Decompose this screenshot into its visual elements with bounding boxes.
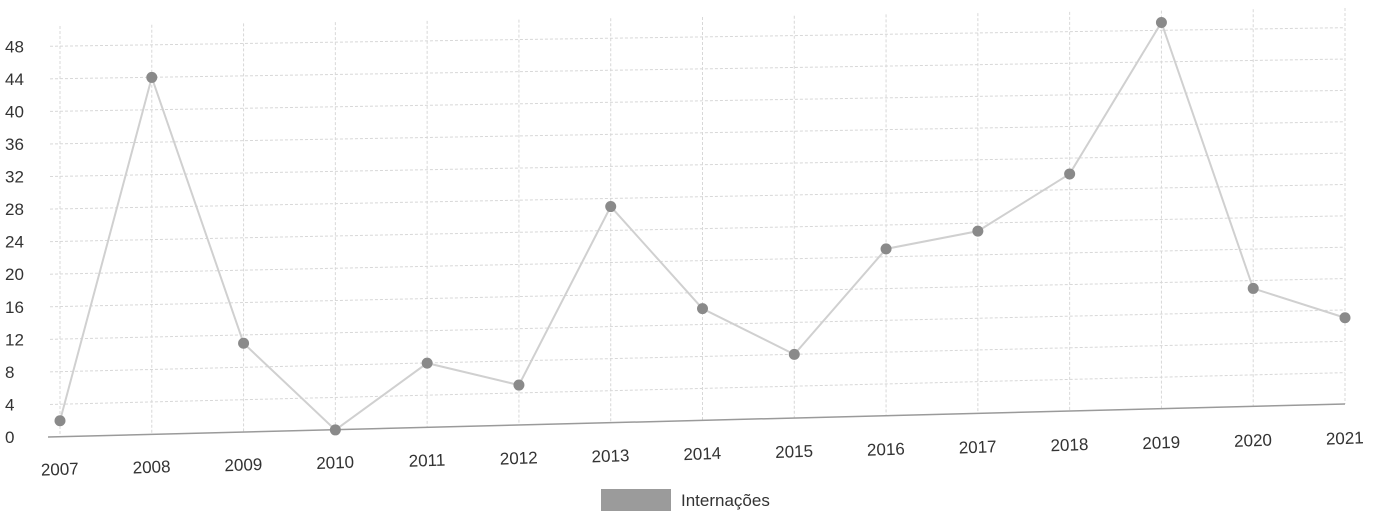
x-tick-label: 2008 xyxy=(132,457,170,477)
y-tick-label: 8 xyxy=(5,363,14,382)
data-point xyxy=(54,415,66,427)
data-point xyxy=(329,424,341,436)
legend-swatch xyxy=(601,489,671,511)
legend-label: Internações xyxy=(681,491,770,510)
data-point xyxy=(1339,312,1351,324)
x-axis-line xyxy=(47,403,1346,438)
data-point xyxy=(513,379,525,391)
data-point xyxy=(146,71,158,83)
x-tick-label: 2009 xyxy=(224,455,262,475)
x-tick-label: 2018 xyxy=(1050,435,1088,455)
grid-line-h xyxy=(49,278,1346,308)
y-tick-label: 48 xyxy=(5,37,24,56)
grid-line-h xyxy=(49,309,1346,340)
series xyxy=(54,16,1351,436)
y-tick-label: 36 xyxy=(5,135,24,154)
x-tick-label: 2010 xyxy=(316,453,354,473)
grid-line-h xyxy=(49,246,1346,275)
x-tick-label: 2007 xyxy=(41,459,79,479)
data-point xyxy=(788,348,800,360)
x-tick-label: 2021 xyxy=(1326,428,1364,448)
y-tick-label: 0 xyxy=(5,428,14,447)
data-point xyxy=(1064,168,1076,180)
y-tick-label: 20 xyxy=(5,265,24,284)
axes xyxy=(47,403,1346,438)
y-tick-label: 12 xyxy=(5,330,24,349)
grid-line-h xyxy=(49,58,1346,80)
y-tick-label: 16 xyxy=(5,298,24,317)
grid-line-h xyxy=(49,183,1346,210)
grid-line-h xyxy=(49,340,1346,373)
grid-line-h xyxy=(49,27,1346,47)
data-point xyxy=(605,201,617,213)
x-tick-label: 2019 xyxy=(1142,433,1180,453)
x-tick-label: 2014 xyxy=(683,444,721,464)
y-tick-label: 40 xyxy=(5,102,24,121)
data-point xyxy=(972,225,984,237)
x-tick-label: 2015 xyxy=(775,442,813,462)
x-tick-label: 2017 xyxy=(958,437,996,457)
data-point xyxy=(1247,282,1259,294)
grid-line-h xyxy=(49,89,1346,112)
grid-line-h xyxy=(49,215,1346,243)
x-tick-label: 2016 xyxy=(867,439,905,459)
y-tick-label: 4 xyxy=(5,395,14,414)
x-tick-label: 2013 xyxy=(591,446,629,466)
x-tick-label: 2011 xyxy=(408,451,445,471)
x-tick-label: 2012 xyxy=(500,448,538,468)
x-tick-label: 2020 xyxy=(1234,431,1272,451)
data-point xyxy=(1155,16,1167,28)
legend: Internações xyxy=(601,489,770,511)
data-point xyxy=(880,243,892,255)
y-tick-label: 24 xyxy=(5,233,24,252)
grid-line-h xyxy=(49,121,1346,145)
grid xyxy=(49,8,1346,437)
y-tick-label: 28 xyxy=(5,200,24,219)
data-point xyxy=(697,303,708,315)
data-point xyxy=(421,357,433,369)
y-tick-label: 44 xyxy=(5,70,24,89)
data-point xyxy=(238,337,250,349)
grid-line-h xyxy=(49,372,1346,405)
grid-line-h xyxy=(49,152,1346,178)
x-tick-labels: 2007 2008 2009 2010 2011 2012 2013 2014 2015 2016… xyxy=(41,428,1364,479)
y-tick-label: 32 xyxy=(5,168,24,187)
